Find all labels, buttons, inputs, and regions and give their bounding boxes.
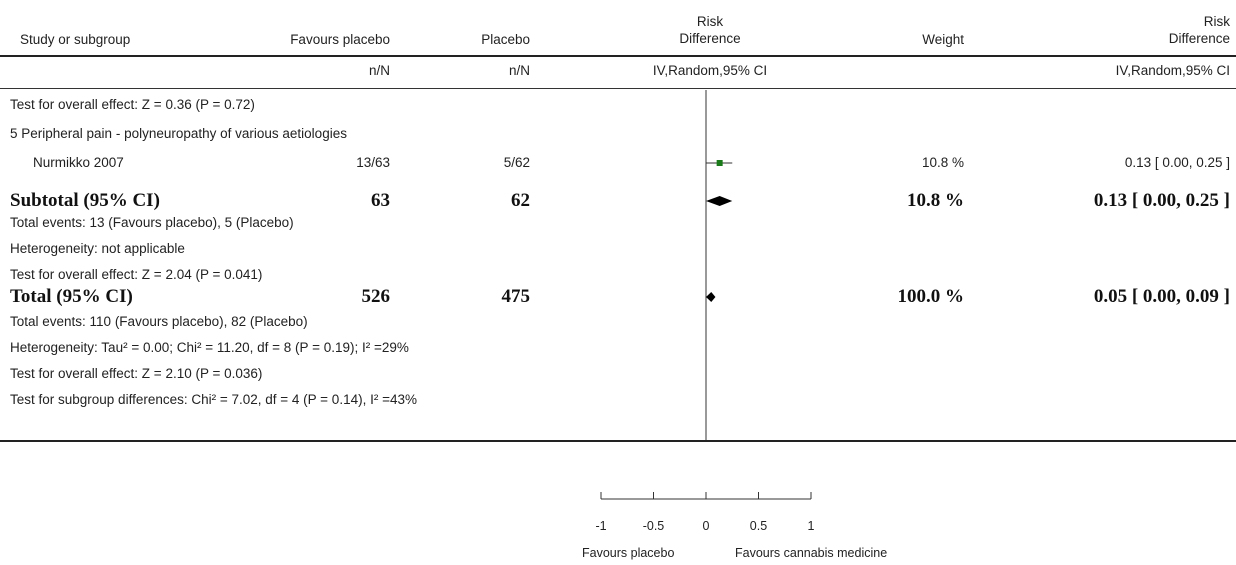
subtotal-diamond [706, 196, 733, 206]
x-axis-tick-label: 0 [703, 519, 710, 533]
axis-left-label: Favours placebo [582, 546, 675, 560]
header-rd-line1: Risk [696, 14, 724, 29]
total-weight: 100.0 % [897, 286, 965, 307]
header-rd2-line1: Risk [1203, 14, 1230, 29]
header-rd-line2: Difference [679, 31, 741, 46]
header-placebo: Placebo [481, 32, 530, 47]
header-favours-placebo: Favours placebo [290, 32, 390, 47]
study-events-fp: 13/63 [356, 155, 390, 170]
subtotal-label: Subtotal (95% CI) [10, 190, 160, 211]
axis-right-label: Favours cannabis medicine [735, 546, 888, 560]
study-name: Nurmikko 2007 [33, 155, 124, 170]
study-point-estimate [716, 160, 723, 166]
total-diamond [706, 292, 716, 302]
header-top-rule [0, 55, 1236, 57]
total-label: Total (95% CI) [10, 286, 133, 307]
total-pl: 475 [501, 286, 531, 307]
subtotal-weight: 10.8 % [907, 190, 964, 211]
study-events-pl: 5/62 [503, 155, 530, 170]
header-nN-1: n/N [368, 63, 390, 78]
study-ci: 0.13 [ 0.00, 0.25 ] [1124, 155, 1230, 170]
subtotal-events: Total events: 13 (Favours placebo), 5 (P… [10, 215, 294, 230]
total-ci: 0.05 [ 0.00, 0.09 ] [1093, 286, 1230, 307]
subtotal-pl: 62 [511, 190, 530, 211]
total-test-overall: Test for overall effect: Z = 2.10 (P = 0… [10, 366, 263, 381]
subgroup-differences-test: Test for subgroup differences: Chi² = 7.… [10, 392, 417, 407]
x-axis-tick-label: 1 [808, 519, 815, 533]
x-axis: -1 -0.5 0 0.5 1 [595, 492, 815, 533]
subtotal-heterogeneity: Heterogeneity: not applicable [10, 241, 185, 256]
header-method-2: IV,Random,95% CI [1115, 63, 1230, 78]
prev-test-overall: Test for overall effect: Z = 0.36 (P = 0… [10, 97, 255, 112]
total-heterogeneity: Heterogeneity: Tau² = 0.00; Chi² = 11.20… [10, 340, 409, 355]
header-method-1: IV,Random,95% CI [652, 63, 768, 78]
header-weight: Weight [922, 32, 964, 47]
header-bottom-rule [0, 88, 1236, 89]
subgroup-heading: 5 Peripheral pain - polyneuropathy of va… [10, 126, 347, 141]
header-rd2-line2: Difference [1168, 31, 1230, 46]
x-axis-tick-label: 0.5 [750, 519, 767, 533]
x-axis-tick-label: -0.5 [643, 519, 665, 533]
subtotal-test-overall: Test for overall effect: Z = 2.04 (P = 0… [10, 267, 263, 282]
study-weight: 10.8 % [921, 155, 964, 170]
header-study: Study or subgroup [20, 32, 131, 47]
subtotal-ci: 0.13 [ 0.00, 0.25 ] [1093, 190, 1230, 211]
header-nN-2: n/N [508, 63, 530, 78]
x-axis-tick-label: -1 [595, 519, 606, 533]
footer-rule [0, 440, 1236, 442]
total-events: Total events: 110 (Favours placebo), 82 … [10, 314, 308, 329]
total-fp: 526 [361, 286, 391, 307]
subtotal-fp: 63 [371, 190, 390, 211]
